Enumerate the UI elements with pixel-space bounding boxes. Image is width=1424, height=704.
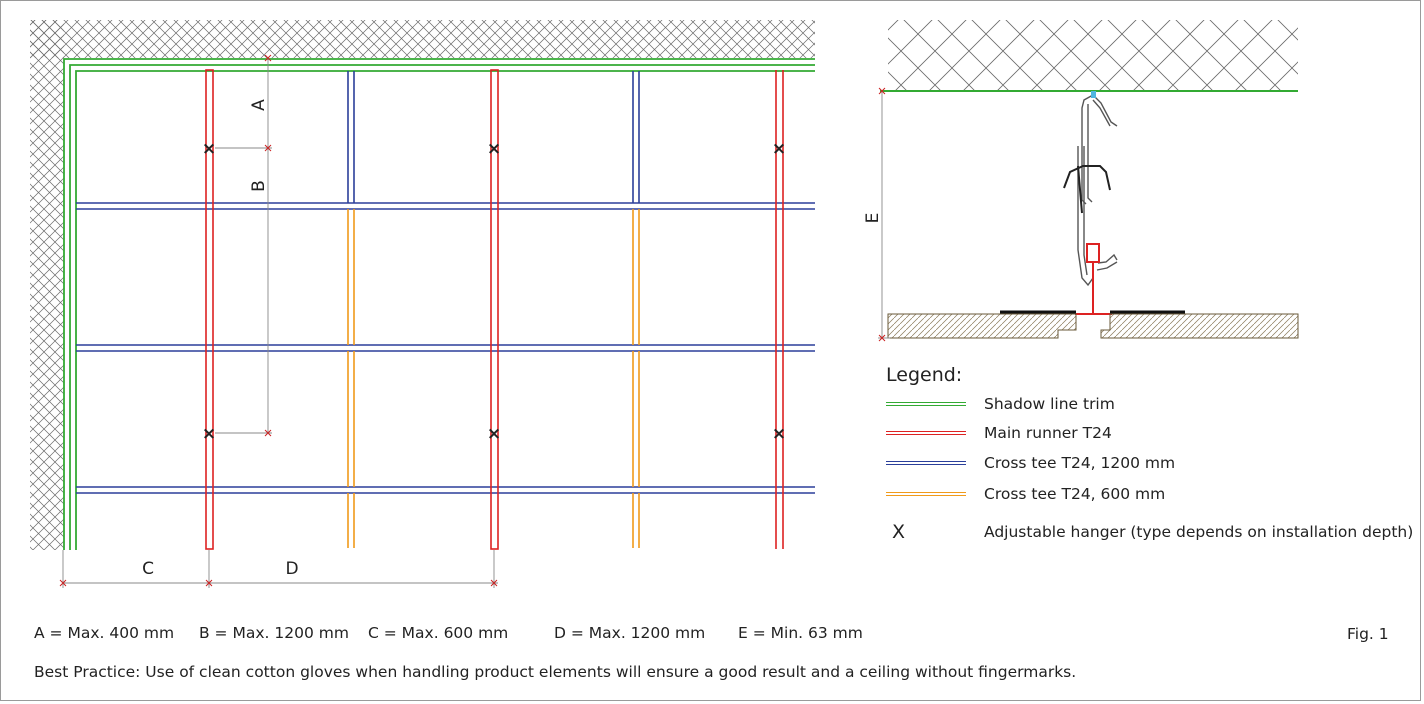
hanger-rod <box>1077 94 1118 287</box>
spring-clip-side <box>1077 165 1083 214</box>
hanger-mark: × <box>202 139 216 159</box>
dimension-key-e: E = Min. 63 mm <box>738 624 863 642</box>
shadow-line-trim <box>63 58 815 550</box>
hanger-mark: × <box>487 139 501 159</box>
legend-label: Shadow line trim <box>984 395 1115 413</box>
dimension-key-d: D = Max. 1200 mm <box>554 624 706 642</box>
dimension-lines-cd <box>59 550 498 588</box>
ceiling-panels <box>887 310 1299 339</box>
dimension-label-e: E <box>863 213 883 224</box>
spring-clip <box>1063 165 1111 191</box>
slab-hatching <box>888 20 1298 91</box>
cross-tees-600 <box>347 209 640 548</box>
wall-hatching <box>30 20 815 550</box>
legend-swatch <box>886 402 966 406</box>
legend-swatch <box>886 431 966 435</box>
main-runners <box>205 69 784 550</box>
dimension-key-b: B = Max. 1200 mm <box>199 624 349 642</box>
cross-tees-1200-vertical <box>347 71 640 203</box>
best-practice-note: Best Practice: Use of clean cotton glove… <box>34 663 1077 681</box>
figure-label: Fig. 1 <box>1347 625 1389 643</box>
dimension-key-c: C = Max. 600 mm <box>368 624 509 642</box>
legend-label: Adjustable hanger (type depends on insta… <box>984 523 1414 541</box>
hanger-marks: × × × × × × <box>202 139 786 444</box>
hanger-mark: × <box>487 424 501 444</box>
legend-label: Cross tee T24, 1200 mm <box>984 454 1176 472</box>
dimension-line-e <box>878 87 890 342</box>
top-fixing <box>1091 91 1096 98</box>
legend-hanger-symbol: X <box>892 521 906 543</box>
legend-swatch <box>886 492 966 496</box>
dimension-label-a: A <box>249 99 269 111</box>
dimension-label-b: B <box>249 180 269 192</box>
dimension-label-c: C <box>142 559 154 579</box>
legend-label: Cross tee T24, 600 mm <box>984 485 1166 503</box>
hanger-mark: × <box>772 139 786 159</box>
dimension-key-a: A = Max. 400 mm <box>34 624 175 642</box>
cross-tees-1200-horizontal <box>76 202 815 494</box>
hanger-mark: × <box>202 424 216 444</box>
legend-swatch <box>886 461 966 465</box>
hanger-mark: × <box>772 424 786 444</box>
legend-title: Legend: <box>886 364 963 386</box>
legend-label: Main runner T24 <box>984 424 1112 442</box>
dimension-label-d: D <box>285 559 298 579</box>
main-runner-section <box>1075 243 1112 315</box>
dimension-lines-ab <box>215 54 272 437</box>
